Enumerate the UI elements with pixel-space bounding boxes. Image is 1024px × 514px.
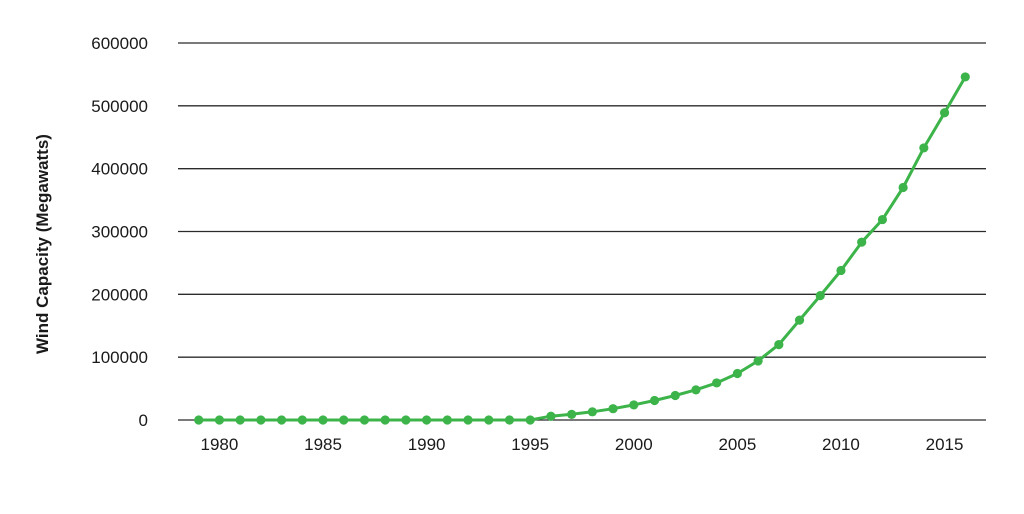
data-point bbox=[815, 290, 825, 301]
data-point bbox=[235, 415, 245, 425]
y-tick-label: 0 bbox=[139, 411, 148, 430]
data-point bbox=[546, 411, 556, 421]
y-tick-label: 400000 bbox=[91, 160, 148, 179]
y-tick-label: 500000 bbox=[91, 97, 148, 116]
y-tick-label: 300000 bbox=[91, 223, 148, 242]
data-point bbox=[587, 407, 597, 417]
data-point bbox=[691, 385, 701, 395]
x-tick-label: 2010 bbox=[822, 435, 860, 454]
x-tick-label: 1980 bbox=[201, 435, 239, 454]
data-point bbox=[359, 415, 370, 425]
gridlines bbox=[178, 42, 986, 421]
data-point bbox=[442, 415, 452, 425]
data-point bbox=[567, 409, 577, 419]
data-point bbox=[939, 108, 950, 118]
data-point bbox=[857, 237, 867, 247]
data-point bbox=[422, 415, 432, 425]
data-point bbox=[774, 340, 784, 350]
y-axis-ticks: 0 100000 200000 300000 400000 500000 600000 bbox=[91, 34, 148, 430]
data-point bbox=[836, 265, 846, 276]
data-point bbox=[670, 390, 680, 401]
data-point bbox=[629, 400, 639, 410]
data-point bbox=[380, 415, 390, 425]
data-point bbox=[960, 72, 970, 82]
data-point bbox=[504, 415, 515, 425]
data-point bbox=[339, 415, 349, 425]
x-axis-ticks: 1980 1985 1990 1995 2000 2005 2010 2015 bbox=[201, 435, 964, 454]
x-tick-label: 1985 bbox=[304, 435, 342, 454]
data-point bbox=[214, 415, 225, 425]
x-tick-label: 1990 bbox=[408, 435, 446, 454]
data-point bbox=[525, 415, 535, 425]
data-point bbox=[297, 415, 307, 425]
data-point bbox=[753, 356, 763, 366]
data-point bbox=[194, 415, 204, 425]
data-point bbox=[919, 143, 929, 153]
data-point bbox=[649, 395, 660, 406]
data-point bbox=[877, 214, 888, 225]
series-line bbox=[198, 76, 967, 422]
data-point bbox=[712, 378, 722, 388]
y-tick-label: 200000 bbox=[91, 285, 148, 304]
x-tick-label: 2000 bbox=[615, 435, 653, 454]
x-tick-label: 2005 bbox=[718, 435, 756, 454]
data-point bbox=[463, 415, 473, 425]
x-tick-label: 1995 bbox=[511, 435, 549, 454]
data-point bbox=[318, 415, 328, 425]
data-point bbox=[484, 415, 494, 425]
data-point bbox=[608, 404, 618, 414]
x-tick-label: 2015 bbox=[926, 435, 964, 454]
data-series bbox=[194, 72, 970, 425]
data-point bbox=[401, 415, 411, 425]
data-point bbox=[794, 315, 805, 325]
data-point bbox=[732, 368, 742, 379]
data-point bbox=[256, 415, 266, 425]
y-tick-label: 600000 bbox=[91, 34, 148, 53]
data-point bbox=[898, 182, 908, 193]
y-tick-label: 100000 bbox=[91, 348, 148, 367]
y-axis-label: Wind Capacity (Megawatts) bbox=[33, 134, 52, 354]
data-point bbox=[276, 415, 287, 425]
